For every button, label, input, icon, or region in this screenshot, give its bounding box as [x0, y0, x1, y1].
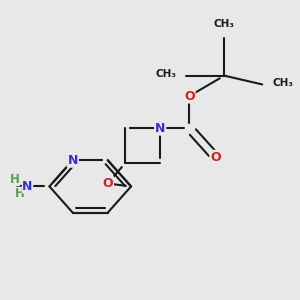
Text: N: N: [155, 122, 165, 135]
Text: H: H: [15, 187, 25, 200]
Text: O: O: [210, 151, 221, 164]
Text: N: N: [22, 180, 33, 193]
Text: O: O: [184, 90, 195, 103]
Text: CH₃: CH₃: [214, 19, 235, 29]
Text: H: H: [10, 173, 20, 186]
Text: CH₃: CH₃: [272, 78, 293, 88]
Text: CH₃: CH₃: [155, 69, 176, 79]
Text: N: N: [68, 154, 78, 167]
Text: O: O: [102, 177, 113, 190]
